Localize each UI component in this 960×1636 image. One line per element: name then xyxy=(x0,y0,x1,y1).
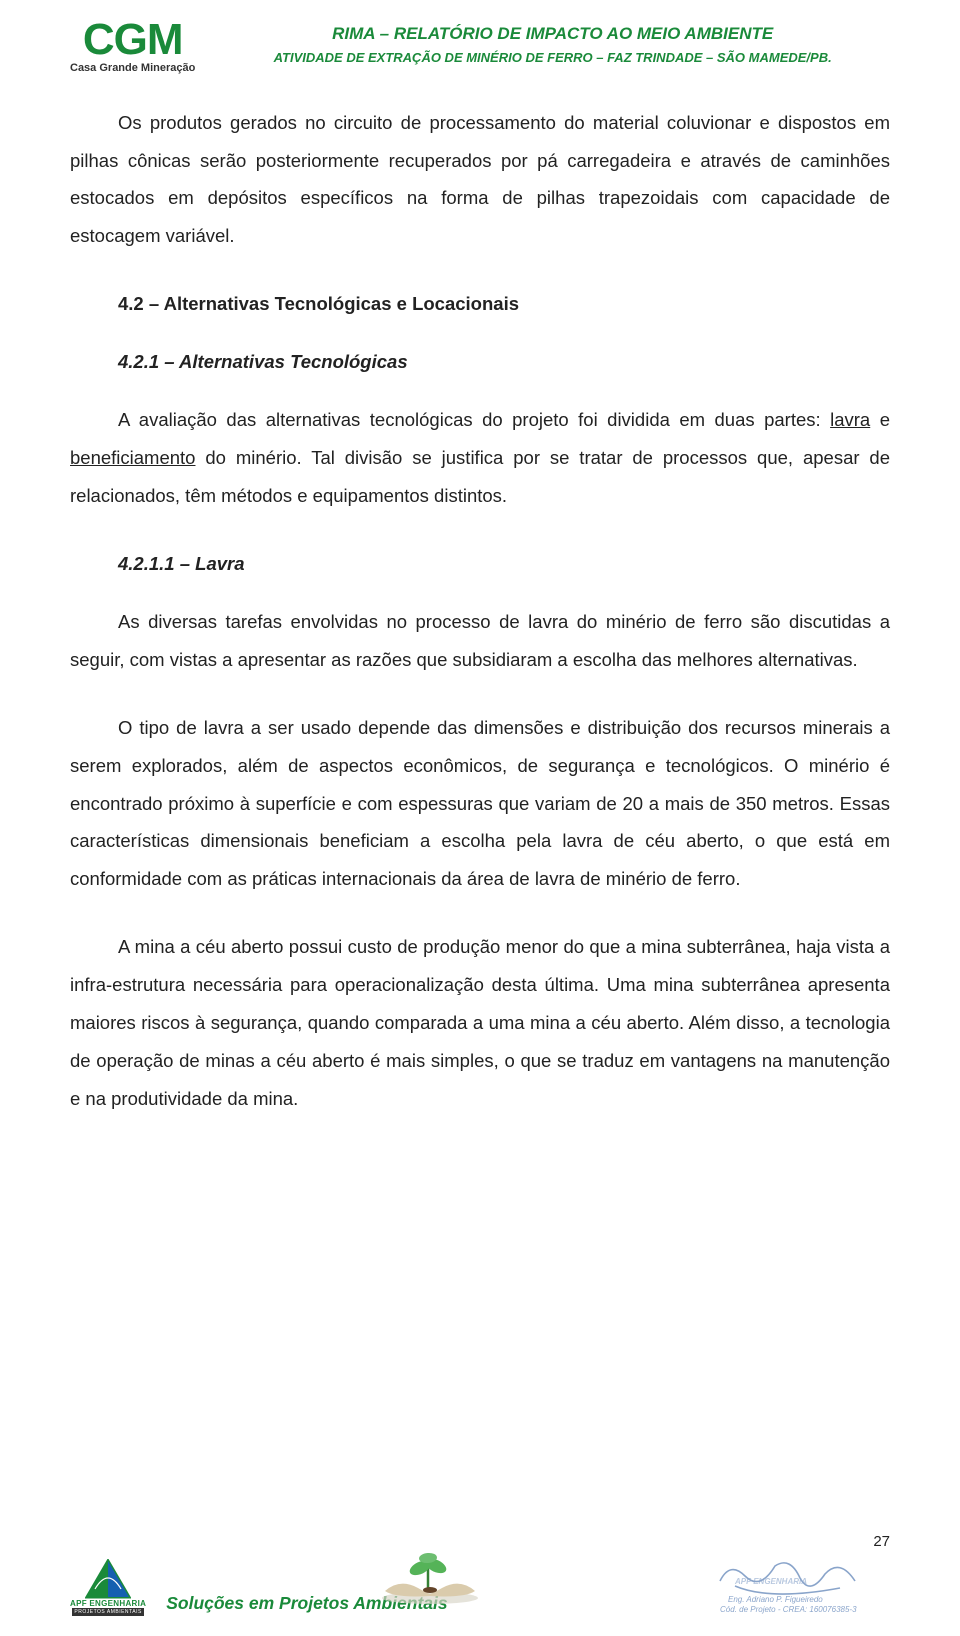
svg-text:APF ENGENHARIA: APF ENGENHARIA xyxy=(734,1577,807,1586)
p2-mid: e xyxy=(870,409,890,430)
apf-logo-text2: PROJETOS AMBIENTAIS xyxy=(72,1608,143,1616)
cgm-logo-subtitle: Casa Grande Mineração xyxy=(70,62,195,74)
apf-triangle-icon xyxy=(85,1559,131,1599)
apf-logo: APF ENGENHARIA PROJETOS AMBIENTAIS xyxy=(70,1559,146,1616)
heading-4-2-1-1: 4.2.1.1 – Lavra xyxy=(70,545,890,583)
paragraph-mina: A mina a céu aberto possui custo de prod… xyxy=(70,928,890,1118)
plant-hands-icon xyxy=(370,1536,490,1606)
paragraph-lavra-intro: As diversas tarefas envolvidas no proces… xyxy=(70,603,890,679)
paragraph-intro: Os produtos gerados no circuito de proce… xyxy=(70,104,890,256)
signature-stamp: APF ENGENHARIA Eng. Adriano P. Figueired… xyxy=(690,1556,890,1616)
signature-crea-text: Cód. de Projeto - CREA: 160076385-3 xyxy=(720,1605,857,1614)
heading-4-2: 4.2 – Alternativas Tecnológicas e Locaci… xyxy=(70,285,890,323)
document-title: RIMA – RELATÓRIO DE IMPACTO AO MEIO AMBI… xyxy=(215,24,890,44)
footer-right: 27 APF ENGENHARIA Eng. Adriano P. Figuei… xyxy=(690,1533,890,1616)
document-subtitle: ATIVIDADE DE EXTRAÇÃO DE MINÉRIO DE FERR… xyxy=(215,50,890,65)
p2-underline-lavra: lavra xyxy=(830,409,870,430)
cgm-logo: CGM Casa Grande Mineração xyxy=(70,20,195,74)
header-text-block: RIMA – RELATÓRIO DE IMPACTO AO MEIO AMBI… xyxy=(215,20,890,65)
document-body: Os produtos gerados no circuito de proce… xyxy=(70,104,890,1118)
page-footer: APF ENGENHARIA PROJETOS AMBIENTAIS Soluç… xyxy=(70,1533,890,1616)
page-number: 27 xyxy=(873,1533,890,1550)
heading-4-2-1: 4.2.1 – Alternativas Tecnológicas xyxy=(70,343,890,381)
signature-name-text: Eng. Adriano P. Figueiredo xyxy=(728,1595,823,1604)
paragraph-lavra-tipo: O tipo de lavra a ser usado depende das … xyxy=(70,709,890,899)
cgm-logo-text: CGM xyxy=(83,20,183,60)
page-header: CGM Casa Grande Mineração RIMA – RELATÓR… xyxy=(70,20,890,74)
p2-part-a: A avaliação das alternativas tecnológica… xyxy=(118,409,830,430)
p2-underline-beneficiamento: beneficiamento xyxy=(70,447,195,468)
paragraph-alternativas: A avaliação das alternativas tecnológica… xyxy=(70,401,890,515)
apf-logo-text1: APF ENGENHARIA xyxy=(70,1599,146,1608)
